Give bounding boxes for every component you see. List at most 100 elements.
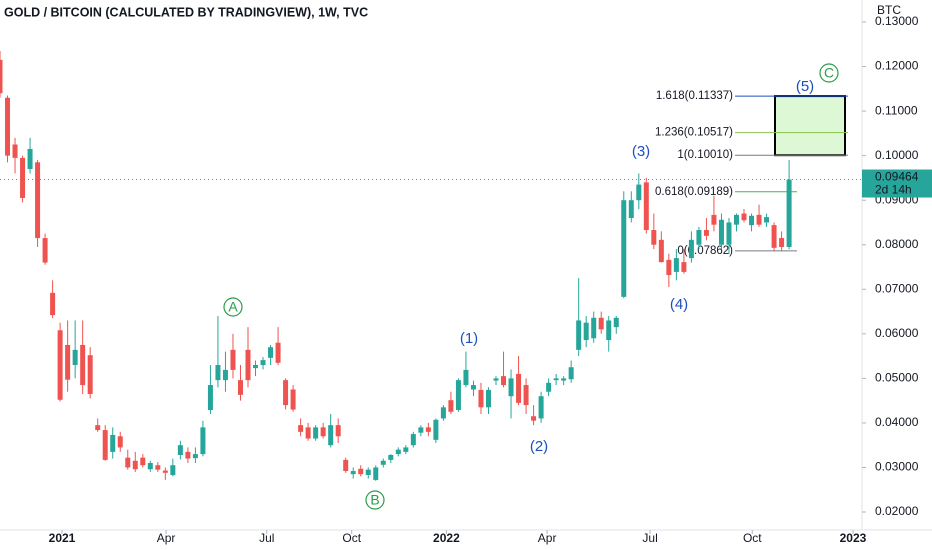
candle-body [433,419,439,440]
candle-body [425,427,431,432]
candle-body [538,396,544,419]
candle-body [155,465,161,470]
candle-body [643,182,649,231]
candle-body [192,454,198,459]
candle-body [283,380,289,406]
circled-label: C [824,65,834,81]
candle-body [42,238,48,263]
candle-body [733,214,739,225]
candle-body [771,225,777,248]
wave-circle [223,297,243,317]
candle-body [80,344,86,386]
countdown: 2d 14h [875,183,912,197]
candle-body [290,389,296,410]
candle-body [313,427,319,439]
circled-label: A [228,299,238,315]
candle-body [485,389,491,408]
candle-body [350,471,356,475]
candle-body [12,144,18,158]
x-tick-label: Oct [342,531,361,545]
candle-body [658,239,664,263]
y-tick-label: 0.07000 [875,281,919,295]
candle-body [553,378,559,381]
candle-body [561,378,567,381]
candle-body [245,349,251,381]
candle-body [598,317,604,330]
candle-body [147,463,153,470]
candle-body [636,184,642,201]
y-tick-label: 0.10000 [875,148,919,162]
candle-body [95,425,101,431]
y-tick-label: 0.06000 [875,326,919,340]
last-price-box [862,169,932,198]
candle-body [365,469,371,476]
x-tick-label: Jul [259,531,274,545]
candle-body [764,217,770,223]
x-tick-label: 2022 [433,531,460,545]
candle-body [65,344,71,380]
last-price-label: 0.09464 [875,170,919,184]
x-tick-label: Apr [157,531,176,545]
candle-body [628,200,634,219]
candle-body [373,467,379,480]
candle-body [470,385,476,390]
candle-body [440,407,446,419]
candle-body [328,425,334,446]
candle-body [125,457,131,468]
fib-label: 1.618(0.11337) [656,90,733,102]
candle-body [20,157,26,198]
candle-body [305,427,311,439]
x-tick-label: Jul [642,531,657,545]
x-tick-label: Oct [743,531,762,545]
candle-body [237,380,243,395]
chart-title: GOLD / BITCOIN (CALCULATED BY TRADINGVIE… [4,5,368,19]
fib-label: 1(0.10010) [677,149,733,161]
y-tick-label: 0.04000 [875,415,919,429]
x-tick-label: Apr [538,531,557,545]
candle-body [786,179,792,247]
candle-body [478,389,484,408]
candle-body [298,425,304,432]
candle-body [140,457,146,466]
fib-label: 1.236(0.10517) [655,127,733,139]
candle-body [718,219,724,245]
candle-body [230,349,236,370]
candle-body [268,347,274,358]
candle-body [343,459,349,472]
candle-body [27,148,33,170]
y-tick-label: 0.12000 [875,59,919,73]
candle-body [72,349,78,366]
candle-body [531,416,537,421]
y-tick-label: 0.03000 [875,460,919,474]
candle-body [320,427,326,437]
candle-body [260,360,266,366]
y-tick-label: 0.02000 [875,504,919,518]
candle-body [455,380,461,410]
candle-body [741,213,747,221]
candle-body [0,59,3,94]
candle-body [132,460,138,470]
candle-body [696,230,702,245]
candle-body [568,367,574,380]
plot: 1.618(0.11337) 1.236(0.10517) 1(0.10010) 0.… [0,50,848,481]
y-tick-label: 0.08000 [875,237,919,251]
wave-label: (3) [632,143,650,160]
y-axis-label: BTC [877,3,901,17]
candle-body [395,449,401,455]
candle-body [410,434,416,446]
candle-body [87,355,93,394]
candle-body [711,214,717,225]
x-tick-label: 2021 [49,531,76,545]
x-tick-label: 2023 [840,531,867,545]
candle-body [222,369,228,381]
y-tick-label: 0.05000 [875,371,919,385]
candle-body [546,382,552,392]
wave-label: (2) [530,438,548,455]
candle-body [688,239,694,259]
y-tick-label: 0.11000 [875,103,918,117]
circled-label: B [370,492,379,508]
candle-body [583,322,589,341]
candle-body [200,427,206,455]
wave-label: (4) [670,296,688,313]
